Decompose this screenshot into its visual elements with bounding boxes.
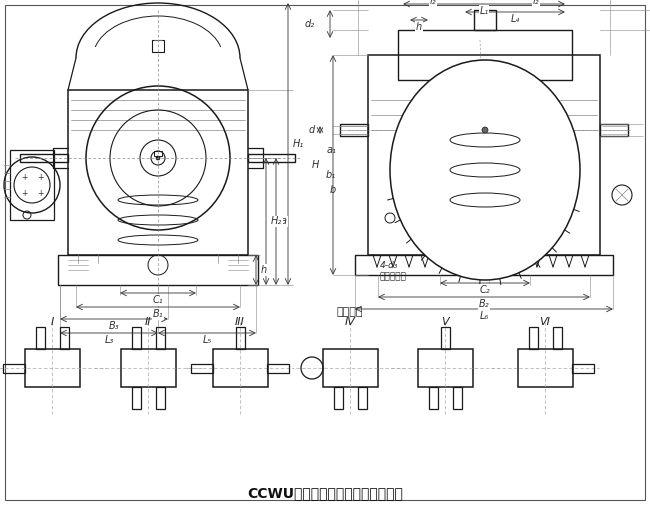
Circle shape — [482, 127, 488, 133]
Bar — [25, 349, 80, 387]
Text: 装配型式: 装配型式 — [337, 307, 363, 317]
Text: H₁: H₁ — [293, 139, 304, 149]
Text: l₂: l₂ — [430, 0, 436, 6]
Bar — [58, 255, 258, 285]
Bar — [121, 349, 176, 387]
Bar — [156, 387, 165, 409]
Ellipse shape — [390, 60, 580, 280]
Bar — [334, 387, 343, 409]
Bar — [191, 364, 213, 373]
Text: a₁: a₁ — [326, 145, 336, 155]
Bar — [355, 255, 613, 275]
Bar — [3, 364, 25, 373]
Bar — [600, 124, 628, 136]
Text: +: + — [21, 188, 27, 197]
Bar — [368, 55, 600, 255]
Bar — [529, 327, 538, 349]
Bar — [20, 154, 68, 162]
Text: a: a — [281, 217, 287, 227]
Bar — [213, 349, 268, 387]
Text: VI: VI — [540, 317, 551, 327]
Text: L₄: L₄ — [510, 14, 519, 24]
Text: +: + — [37, 173, 43, 181]
Text: b: b — [330, 185, 336, 195]
Bar — [152, 40, 164, 52]
Text: I: I — [51, 317, 53, 327]
Text: 地脚螺栓孔: 地脚螺栓孔 — [380, 273, 407, 281]
Text: CCWU型双级蜗杆减速器及安装型式: CCWU型双级蜗杆减速器及安装型式 — [247, 486, 403, 500]
Text: C₁: C₁ — [153, 295, 163, 305]
Bar — [518, 349, 573, 387]
Text: +: + — [37, 188, 43, 197]
Bar — [398, 30, 572, 80]
Text: d: d — [309, 125, 315, 135]
Text: V: V — [441, 317, 448, 327]
Bar — [60, 327, 69, 349]
Text: L₁: L₁ — [480, 6, 489, 16]
Bar — [68, 90, 248, 255]
Bar — [323, 349, 378, 387]
Bar — [267, 364, 289, 373]
Text: L₆: L₆ — [480, 311, 489, 321]
Text: IV: IV — [344, 317, 356, 327]
Bar — [236, 327, 245, 349]
Text: L₅: L₅ — [202, 335, 212, 345]
Text: h: h — [416, 22, 422, 32]
Bar — [429, 387, 438, 409]
Bar — [453, 387, 462, 409]
Bar — [358, 387, 367, 409]
Text: III: III — [235, 317, 245, 327]
Bar — [340, 124, 368, 136]
Bar — [248, 154, 295, 162]
Bar — [36, 327, 45, 349]
Text: C₂: C₂ — [480, 285, 490, 295]
Text: 4-d₃: 4-d₃ — [380, 261, 398, 270]
Text: B₂: B₂ — [478, 299, 489, 309]
Text: l₂: l₂ — [533, 0, 540, 6]
Text: d₂: d₂ — [305, 19, 315, 29]
Text: II: II — [145, 317, 151, 327]
Text: H: H — [311, 160, 319, 170]
Text: h: h — [261, 265, 267, 275]
Text: B₁: B₁ — [153, 309, 163, 319]
Text: H₂: H₂ — [271, 217, 282, 227]
Bar — [10, 150, 54, 220]
Text: L₃: L₃ — [105, 335, 114, 345]
Bar — [418, 349, 473, 387]
Bar — [154, 151, 162, 156]
Bar — [132, 327, 141, 349]
Bar — [132, 387, 141, 409]
Text: +: + — [21, 173, 27, 181]
Bar — [553, 327, 562, 349]
Text: B₃: B₃ — [109, 321, 120, 331]
Bar — [572, 364, 594, 373]
Bar — [441, 327, 450, 349]
Circle shape — [156, 156, 160, 160]
Bar — [474, 10, 496, 30]
Bar — [156, 327, 165, 349]
Text: b₁: b₁ — [326, 170, 336, 180]
